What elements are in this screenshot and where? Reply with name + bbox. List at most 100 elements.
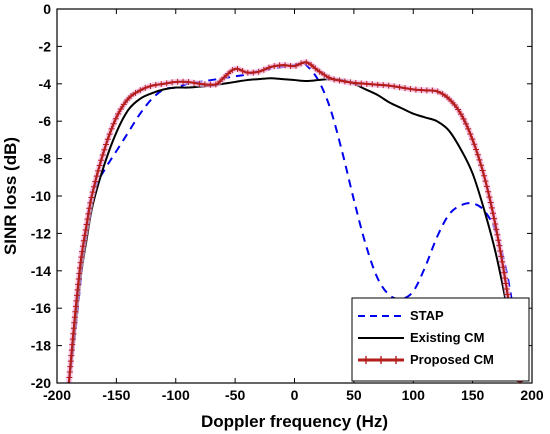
series-marker [88,194,95,201]
legend-marker [362,356,370,364]
series-marker [504,291,511,298]
series-marker [117,106,124,113]
series-marker [225,70,232,77]
series-marker [196,80,203,87]
series-marker [90,183,97,190]
series-marker [76,265,83,272]
series-marker [174,78,181,85]
series-marker [67,358,74,365]
series-marker [66,374,73,381]
series-marker [347,79,354,86]
series-marker [250,69,257,76]
series-marker [276,62,283,69]
series-marker [93,173,100,180]
series-marker [207,81,214,88]
series-marker [234,65,241,72]
series-marker [169,79,176,86]
x-tick-label: 200 [520,387,544,403]
ticks-layer: -200 -150 -100 -50 0 50 100 150 200 0 -2 -4 -6 -8 -10 -… [31,1,544,403]
series-marker [316,68,323,75]
series-marker [500,264,507,271]
series-marker [439,90,446,97]
series-marker [474,151,481,158]
series-marker [81,232,88,239]
series-marker [127,93,134,100]
series-marker [84,216,91,223]
series-marker [68,347,75,354]
series-marker [501,275,508,282]
series-marker [282,62,289,69]
series-marker [108,125,115,132]
series-marker [96,162,103,169]
series-marker [185,79,192,86]
legend-label-existing-cm: Existing CM [410,330,484,345]
series-marker [120,101,127,108]
series-marker [70,325,77,332]
series-marker [490,210,497,217]
series-marker [76,270,83,277]
series-marker [407,86,414,93]
series-marker [101,146,108,153]
x-tick-label: 0 [291,387,299,403]
series-marker [429,87,436,94]
series-marker [68,352,75,359]
series-marker [497,248,504,255]
series-marker [71,314,78,321]
series-marker [308,61,315,68]
series-marker [495,237,502,244]
series-marker [412,86,419,93]
series-marker [473,146,480,153]
series-marker [380,82,387,89]
series-marker [352,80,359,87]
series-marker [86,205,93,212]
series-marker [82,226,89,233]
series-marker [79,243,86,250]
series-marker [115,110,122,117]
series-marker [137,87,144,94]
x-tick-label: -100 [162,387,190,403]
series-marker [423,87,430,94]
series-marker [444,94,451,101]
series-marker [492,220,499,227]
series-marker [325,74,332,81]
y-tick-label: -12 [31,225,51,241]
legend-label-proposed-cm: Proposed CM [410,352,494,367]
series-marker [396,84,403,91]
legend: STAP Existing CM Proposed CM [351,297,530,382]
series-marker [476,156,483,163]
series-marker [87,199,94,206]
series-marker [147,83,154,90]
series-marker [239,67,246,74]
series-marker [190,79,197,86]
y-tick-label: -8 [39,151,52,167]
series-marker [501,269,508,276]
series-marker [358,80,365,87]
x-tick-label: -50 [225,387,245,403]
series-marker [265,64,272,71]
series-marker [72,303,79,310]
series-marker [255,68,262,75]
series-marker [491,215,498,222]
y-tick-label: -16 [31,300,51,316]
series-proposed-cm [65,59,524,383]
series-marker [103,141,110,148]
series-marker [98,157,105,164]
series-marker [74,292,81,299]
series-marker [287,62,294,69]
series-marker [80,237,87,244]
series-marker [67,363,74,370]
series-line-existing-cm [67,77,522,383]
series-marker [69,336,76,343]
series-marker [481,172,488,179]
series-marker [221,74,228,81]
y-tick-label: -4 [39,76,52,92]
series-marker [271,63,278,70]
x-tick-label: 50 [346,387,362,403]
series-marker [434,88,441,95]
series-marker [77,259,84,266]
y-axis-title: SINR loss (dB) [1,137,20,255]
legend-label-stap: STAP [410,308,444,323]
series-marker [363,80,370,87]
y-tick-label: -10 [31,188,51,204]
series-marker [85,210,92,217]
